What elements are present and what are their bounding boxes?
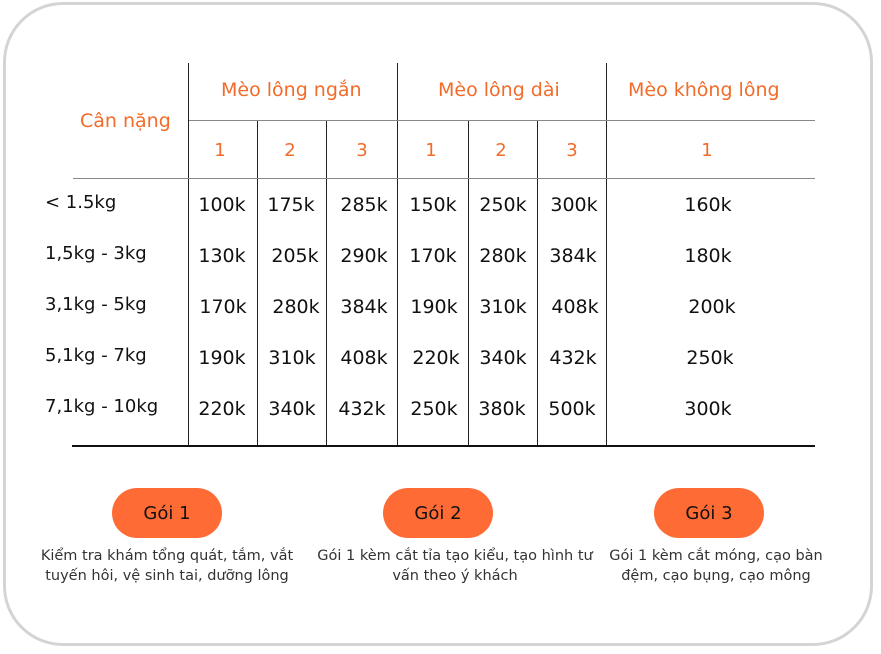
price-cell: 300k [684,398,732,420]
price-cell: 250k [686,347,734,369]
package-3-description: Gói 1 kèm cắt móng, cạo bàn đệm, cạo bụn… [609,548,823,584]
level-label: 3 [566,140,578,161]
price-cell: 384k [340,296,388,318]
price-cell: 408k [551,296,599,318]
weight-header: Cân nặng [80,110,171,132]
price-cell: 190k [410,296,458,318]
price-cell: 340k [479,347,527,369]
table-divider [257,121,258,445]
table-divider [537,121,538,445]
table-divider [189,120,815,121]
price-cell: 250k [479,194,527,216]
group-header-short-hair: Mèo lông ngắn [221,79,362,101]
table-divider [326,121,327,445]
price-cell: 170k [409,245,457,267]
price-cell: 220k [198,398,246,420]
package-1-description: Kiểm tra khám tổng quát, tắm, vắt tuyến … [40,548,294,584]
price-cell: 432k [549,347,597,369]
price-card [3,2,873,646]
price-cell: 310k [268,347,316,369]
level-label: 2 [284,140,296,161]
price-cell: 160k [684,194,732,216]
price-cell: 500k [548,398,596,420]
price-cell: 290k [340,245,388,267]
price-cell: 190k [198,347,246,369]
price-cell: 384k [549,245,597,267]
table-divider [468,121,469,445]
price-cell: 408k [340,347,388,369]
price-cell: 170k [199,296,247,318]
price-cell: 300k [550,194,598,216]
price-cell: 280k [272,296,320,318]
package-2-description: Gói 1 kèm cắt tỉa tạo kiểu, tạo hình tư … [317,548,593,584]
price-cell: 250k [410,398,458,420]
price-cell: 205k [271,245,319,267]
table-divider [397,63,398,445]
group-header-hairless: Mèo không lông [628,79,780,101]
weight-label: < 1.5kg [45,192,117,213]
table-divider [188,63,189,445]
price-cell: 175k [267,194,315,216]
price-cell: 130k [198,245,246,267]
package-3-button[interactable]: Gói 3 [654,488,764,538]
price-cell: 310k [479,296,527,318]
table-divider [73,178,815,179]
package-2-button[interactable]: Gói 2 [383,488,493,538]
price-cell: 340k [268,398,316,420]
weight-label: 1,5kg - 3kg [45,243,147,264]
group-header-long-hair: Mèo lông dài [438,79,560,101]
price-cell: 100k [198,194,246,216]
price-cell: 180k [684,245,732,267]
table-divider [72,445,815,447]
level-label: 3 [356,140,368,161]
level-label: 2 [495,140,507,161]
level-label: 1 [425,140,437,161]
price-cell: 200k [688,296,736,318]
price-cell: 280k [479,245,527,267]
price-cell: 150k [409,194,457,216]
level-label: 1 [214,140,226,161]
price-cell: 220k [412,347,460,369]
weight-label: 7,1kg - 10kg [45,396,159,417]
weight-label: 5,1kg - 7kg [45,345,147,366]
price-cell: 380k [478,398,526,420]
weight-label: 3,1kg - 5kg [45,294,147,315]
price-cell: 285k [340,194,388,216]
price-cell: 432k [338,398,386,420]
level-label: 1 [701,140,713,161]
package-1-button[interactable]: Gói 1 [112,488,222,538]
table-divider [606,63,607,445]
